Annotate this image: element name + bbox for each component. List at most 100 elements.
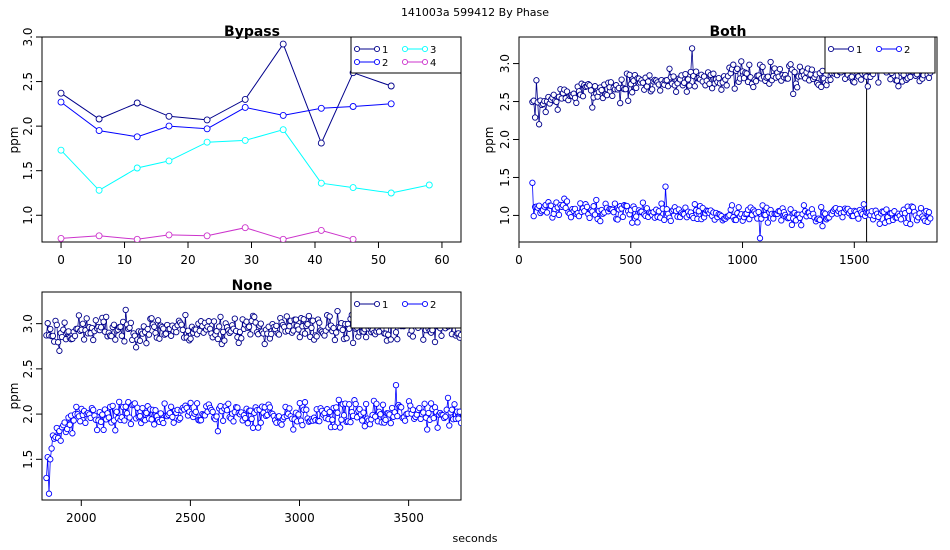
none-series-1-point xyxy=(80,336,88,343)
both-series-2-point xyxy=(586,214,593,222)
bypass-series-2-point xyxy=(279,111,287,119)
both-x-ticks: 0 500 1000 1500 xyxy=(515,242,870,267)
both-series-2-point xyxy=(661,216,668,224)
bypass-series-3-point xyxy=(95,186,103,194)
bypass-series-1-point xyxy=(95,115,103,123)
both-y-tick-label: 3.0 xyxy=(498,54,512,73)
both-legend-box xyxy=(824,36,936,74)
both-series-1-point xyxy=(607,79,615,86)
none-series-2-point xyxy=(126,414,133,421)
none-series-1-point xyxy=(305,312,313,320)
none-series-1-point xyxy=(122,306,129,314)
none-y-label: ppm xyxy=(7,383,21,410)
bypass-series-2-point xyxy=(165,122,173,130)
none-series-1-point xyxy=(148,315,155,322)
none-series-2-point xyxy=(127,420,135,428)
none-series-2-point xyxy=(299,421,306,429)
bypass-x-ticks: 0 10 20 30 40 50 60 xyxy=(57,242,450,267)
bypass-series-1-point xyxy=(133,99,141,107)
both-series-1-point xyxy=(666,65,673,72)
none-series-2-point xyxy=(303,406,310,413)
both-series-1-point xyxy=(925,74,933,82)
both-series-2-point xyxy=(818,203,825,211)
none-series-2-point xyxy=(112,427,119,434)
none-series-1-point xyxy=(295,326,302,333)
none-series-2-point xyxy=(234,404,241,411)
none-series-1-point xyxy=(97,324,105,331)
none-series-2-point xyxy=(360,409,367,416)
both-x-tick-label: 500 xyxy=(619,253,642,267)
bypass-series-4-point xyxy=(241,224,249,232)
bypass-legend-marker-1 xyxy=(353,45,361,53)
none-series-1-point xyxy=(54,339,62,346)
both-series-1-point xyxy=(750,83,757,91)
bypass-series-3-point xyxy=(165,157,173,165)
none-series-2-point xyxy=(373,400,380,407)
none-series-2-point xyxy=(257,419,264,426)
bypass-y-tick-label: 1.5 xyxy=(21,161,35,180)
both-series-1-point xyxy=(563,88,571,95)
both-series-1-point xyxy=(591,83,599,90)
none-series-2-point xyxy=(209,408,216,416)
both-series-2-point xyxy=(907,220,914,228)
both-series-2-point xyxy=(755,208,762,216)
none-series-1-point xyxy=(182,311,189,319)
bypass-series-2-point xyxy=(203,125,211,133)
none-series-2-point xyxy=(143,409,150,417)
bypass-series-3-point xyxy=(241,136,249,144)
both-series-2-point xyxy=(619,213,627,221)
bypass-series-4-point xyxy=(57,234,65,242)
none-series-2-point xyxy=(377,411,384,418)
both-y-tick-label: 1.5 xyxy=(498,168,512,187)
none-series-2-point xyxy=(177,414,184,422)
none-series-2-point xyxy=(113,408,120,415)
both-series-2-point xyxy=(897,216,905,223)
both-series-1-point xyxy=(683,88,690,95)
bypass-series-2-point xyxy=(133,133,141,141)
none-series-1-point xyxy=(108,332,115,340)
bypass-legend-label-4: 4 xyxy=(430,58,436,69)
none-legend-label-1: 1 xyxy=(382,300,388,311)
both-series-1-point xyxy=(633,84,640,92)
none-y-tick-label: 2.0 xyxy=(21,405,35,424)
both-series-1-point xyxy=(609,92,616,100)
both-series-1-point xyxy=(553,98,560,106)
none-series-1-point xyxy=(92,317,99,324)
none-series-2-point xyxy=(424,426,431,433)
none-series-2-point xyxy=(340,412,348,419)
none-series-1-point xyxy=(121,338,128,345)
none-series-2-point xyxy=(100,426,107,434)
bypass-series-1-line xyxy=(60,43,392,145)
both-series-1-point xyxy=(734,65,741,72)
both-series-2-point xyxy=(611,200,619,207)
both-series-1-point xyxy=(645,78,652,85)
none-x-tick-label: 2500 xyxy=(175,511,206,525)
both-series-1-point xyxy=(692,68,700,75)
none-series-1-point xyxy=(394,336,401,343)
bypass-series-1-point xyxy=(279,40,287,48)
none-series-2-point xyxy=(225,400,232,407)
none-series-1-point xyxy=(283,313,290,320)
x-axis-label: seconds xyxy=(453,532,498,545)
none-series-1-point xyxy=(219,328,227,336)
bypass-series-1-point xyxy=(57,89,65,97)
none-series-1-point xyxy=(214,335,222,343)
both-series-2-point xyxy=(819,222,826,230)
both-series-2-point xyxy=(732,216,740,224)
none-series-1-point xyxy=(243,318,250,325)
bypass-y-tick-label: 2.0 xyxy=(21,117,35,136)
bypass-series-1-point xyxy=(387,82,395,90)
bypass-series-4-point xyxy=(279,235,287,242)
none-series-1-point xyxy=(309,317,316,324)
none-series-1-point xyxy=(316,319,323,326)
none-series-1-point xyxy=(83,315,90,322)
none-series-1-point xyxy=(65,328,72,335)
none-series-1-point xyxy=(268,330,275,338)
bypass-series-2-point xyxy=(349,103,357,110)
both-title: Both xyxy=(710,24,747,40)
none-series-2-point xyxy=(109,402,116,410)
none-series-2-point xyxy=(346,401,353,408)
none-series-2-point xyxy=(223,407,231,414)
